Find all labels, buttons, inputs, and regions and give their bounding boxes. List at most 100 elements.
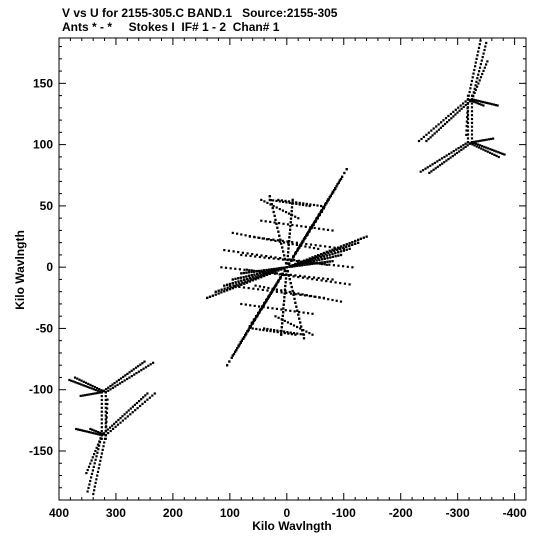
uv-point: [489, 137, 493, 141]
uv-point: [338, 179, 341, 182]
uv-point: [89, 479, 92, 483]
uv-point: [82, 429, 85, 432]
uv-point: [312, 222, 316, 225]
uv-point: [237, 277, 240, 280]
uv-point: [294, 274, 297, 277]
uv-point: [128, 376, 131, 379]
uv-point: [282, 200, 285, 203]
uv-point: [491, 148, 494, 151]
uv-point: [470, 110, 474, 113]
uv-point: [286, 240, 289, 243]
uv-point: [211, 294, 214, 297]
uv-point: [451, 155, 454, 158]
uv-point: [85, 472, 88, 475]
uv-point: [263, 286, 266, 289]
uv-point: [258, 305, 261, 308]
uv-point: [131, 405, 134, 408]
uv-point: [298, 201, 301, 204]
uv-point: [304, 236, 307, 239]
uv-point: [309, 203, 312, 206]
uv-point: [292, 324, 296, 327]
uv-point: [259, 308, 262, 311]
uv-point: [313, 295, 316, 298]
uv-point: [233, 285, 236, 288]
uv-point: [286, 321, 289, 324]
uv-point: [291, 223, 294, 227]
uv-point: [326, 228, 330, 231]
uv-point: [476, 102, 479, 105]
uv-point: [332, 191, 335, 194]
uv-point: [474, 65, 477, 68]
uv-point: [324, 203, 327, 206]
uv-point: [312, 223, 315, 226]
uv-point: [448, 152, 451, 156]
uv-point: [107, 389, 110, 392]
uv-point: [317, 254, 320, 257]
uv-point: [476, 85, 479, 88]
uv-point: [345, 243, 348, 246]
uv-point: [271, 287, 274, 290]
uv-point: [240, 339, 243, 342]
uv-point: [238, 285, 241, 288]
uv-point: [308, 275, 311, 279]
uv-point: [475, 140, 478, 143]
uv-point: [343, 171, 346, 175]
uv-point: [75, 427, 78, 431]
uv-point: [114, 385, 117, 388]
uv-point: [263, 327, 266, 330]
uv-point: [427, 138, 430, 141]
uv-point: [311, 333, 314, 336]
uv-point: [263, 272, 266, 275]
uv-point: [111, 386, 114, 389]
uv-point: [247, 279, 250, 282]
uv-point: [264, 271, 267, 274]
uv-point: [257, 288, 260, 291]
uv-point: [447, 114, 450, 118]
uv-point: [496, 104, 499, 107]
uv-point: [449, 112, 452, 116]
uv-point: [465, 133, 468, 136]
uv-point: [487, 102, 490, 105]
uv-point: [248, 280, 251, 283]
uv-point: [259, 270, 263, 273]
uv-point: [278, 273, 281, 276]
uv-point: [96, 389, 99, 392]
uv-point: [306, 233, 309, 236]
uv-point: [485, 138, 488, 141]
uv-point: [479, 139, 482, 142]
uv-point: [322, 255, 325, 258]
uv-point: [345, 245, 348, 248]
uv-point: [104, 402, 107, 405]
uv-point: [291, 200, 294, 203]
uv-point: [488, 151, 492, 154]
uv-point: [295, 241, 298, 244]
uv-point: [481, 145, 484, 148]
uv-point: [254, 284, 257, 287]
uv-point: [251, 276, 254, 279]
uv-point: [278, 240, 281, 243]
uv-point: [425, 139, 428, 143]
uv-point: [90, 393, 93, 396]
uv-point: [306, 277, 309, 280]
uv-point: [94, 388, 97, 392]
uv-point: [450, 151, 453, 154]
uv-point: [275, 307, 278, 310]
uv-point: [235, 349, 238, 352]
uv-point: [494, 104, 497, 107]
uv-point: [328, 253, 331, 256]
uv-point: [495, 154, 498, 157]
uv-point: [89, 427, 92, 431]
uv-point: [449, 156, 452, 159]
uv-point: [357, 238, 360, 241]
uv-point: [241, 337, 244, 340]
uv-point: [288, 265, 291, 268]
uv-point: [93, 462, 96, 465]
uv-point: [99, 437, 102, 440]
uv-point: [262, 270, 265, 273]
uv-point: [288, 201, 291, 204]
uv-point: [499, 151, 502, 155]
uv-point: [466, 129, 470, 132]
uv-point: [332, 264, 335, 267]
uv-point: [468, 100, 471, 103]
uv-point: [139, 404, 142, 408]
